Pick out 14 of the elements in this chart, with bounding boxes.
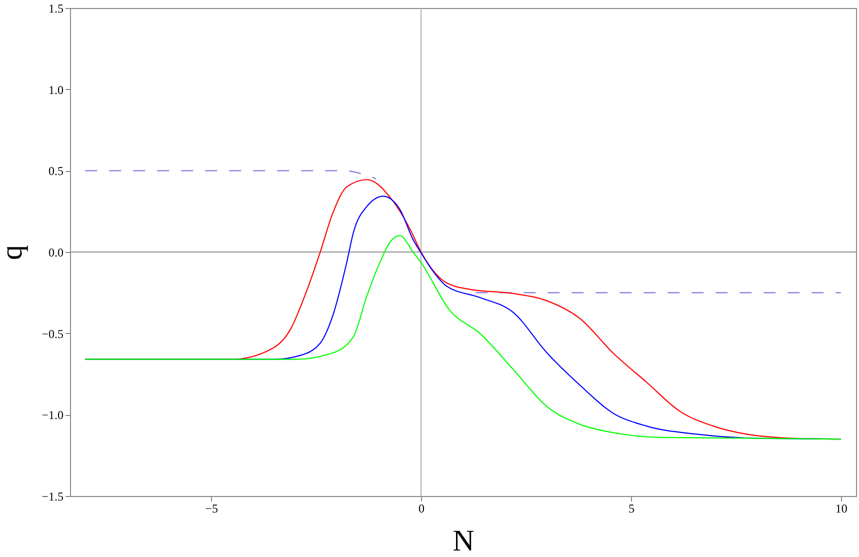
x-tick-label: 5 [628,502,634,516]
y-tick-label: −1.0 [42,408,64,422]
y-tick-label: −0.5 [42,326,64,341]
x-tick-label: 10 [835,502,848,516]
x-axis-title: N [452,524,474,557]
y-axis-title: q [0,245,29,260]
line-series [84,235,842,440]
y-tick-label: 1.5 [48,2,64,16]
y-tick-label: 1.0 [48,82,64,97]
y-tick-label: 0.0 [48,246,64,260]
y-tick-label: −1.5 [42,490,64,504]
y-tick-label: 0.5 [48,164,64,178]
x-tick-label: −5 [205,502,218,516]
x-tick-label: 0 [418,502,425,516]
